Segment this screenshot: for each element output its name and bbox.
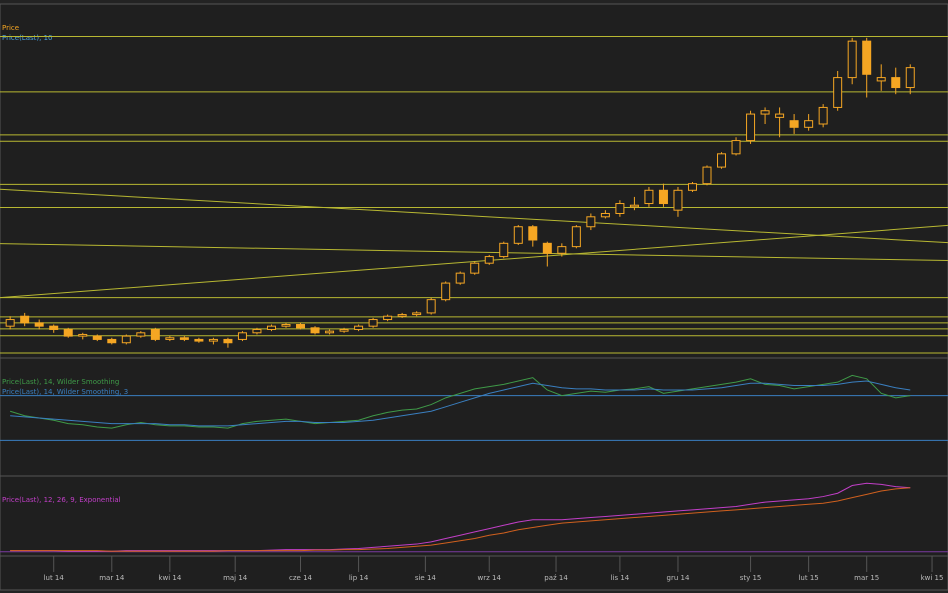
- candle-body: [484, 256, 494, 264]
- candle-body: [775, 113, 785, 118]
- candle-body: [194, 338, 204, 342]
- candle-body: [354, 325, 364, 330]
- candle-body: [63, 328, 73, 337]
- candle-body: [325, 330, 335, 334]
- candle-body: [499, 242, 509, 258]
- candle-body: [179, 337, 189, 340]
- candle-body: [702, 166, 712, 185]
- candle-body: [20, 315, 30, 324]
- candle-body: [571, 226, 581, 248]
- indicator-line: [10, 374, 911, 429]
- candle-body: [557, 246, 567, 254]
- trend-line: [0, 243, 948, 262]
- x-tick-label: mar 15: [854, 574, 879, 582]
- candle-body: [281, 324, 291, 327]
- legend-entry: Price(Last), 12, 26, 9, Exponential: [2, 496, 121, 504]
- candle-body: [513, 226, 523, 244]
- candle-body: [862, 40, 872, 75]
- candle-body: [368, 319, 378, 327]
- candle-body: [455, 272, 465, 284]
- candle-body: [49, 325, 59, 330]
- legend-entry: Price(Last), 14, Wilder Smoothing, 3: [2, 388, 128, 396]
- candle-body: [470, 262, 480, 274]
- candle-body: [615, 203, 625, 214]
- x-tick-label: sie 14: [415, 574, 437, 582]
- candle-body: [121, 335, 131, 344]
- x-tick-label: paź 14: [544, 574, 568, 582]
- candle-body: [905, 67, 915, 89]
- candle-body: [644, 189, 654, 205]
- candle-body: [237, 332, 247, 340]
- candle-body: [165, 337, 175, 340]
- x-tick-label: kwi 15: [921, 574, 944, 582]
- candle-body: [397, 314, 407, 317]
- candle-body: [426, 299, 436, 314]
- x-tick-label: sty 15: [740, 574, 762, 582]
- candle-body: [586, 216, 596, 228]
- indicator-line: [10, 487, 911, 552]
- x-tick-label: kwi 14: [158, 574, 181, 582]
- x-tick-label: mar 14: [99, 574, 125, 582]
- candle-body: [746, 113, 756, 142]
- x-tick-label: gru 14: [667, 574, 690, 582]
- candle-body: [208, 338, 218, 342]
- legend-entry: Price(Last), 10: [2, 34, 52, 42]
- candle-body: [339, 328, 349, 332]
- candle-body: [383, 315, 393, 321]
- candle-body: [717, 153, 727, 168]
- x-tick-label: lis 14: [611, 574, 630, 582]
- candle-body: [629, 204, 639, 208]
- candle-body: [78, 333, 88, 337]
- candle-body: [252, 328, 262, 334]
- candle-body: [266, 325, 276, 330]
- candle-body: [528, 226, 538, 241]
- candle-body: [296, 324, 306, 329]
- candle-body: [310, 327, 320, 334]
- x-tick-label: lip 14: [349, 574, 369, 582]
- x-tick-label: maj 14: [223, 574, 248, 582]
- candle-body: [5, 319, 15, 327]
- indicator-line: [10, 482, 911, 552]
- candle-body: [818, 106, 828, 125]
- candle-body: [876, 77, 886, 82]
- candle-body: [658, 189, 668, 205]
- candle-body: [34, 322, 44, 327]
- candle-body: [223, 338, 233, 344]
- candle-body: [891, 77, 901, 89]
- candle-body: [760, 110, 770, 115]
- candle-body: [804, 120, 814, 128]
- candle-body: [600, 212, 610, 218]
- x-tick-label: lut 14: [44, 574, 65, 582]
- candle-body: [107, 338, 117, 344]
- legend-entry: Price: [2, 24, 19, 32]
- candle-body: [412, 312, 422, 316]
- candle-body: [136, 332, 146, 337]
- indicator-line: [10, 380, 911, 427]
- trend-line: [0, 188, 948, 244]
- candle-body: [789, 120, 799, 128]
- legend-entry: Price(Last), 14, Wilder Smoothing: [2, 378, 119, 386]
- candle-body: [92, 335, 102, 340]
- candle-body: [441, 282, 451, 301]
- trend-line: [0, 224, 948, 299]
- x-tick-label: wrz 14: [478, 574, 502, 582]
- x-tick-label: lut 15: [798, 574, 818, 582]
- candle-body: [150, 328, 160, 340]
- candle-body: [542, 242, 552, 254]
- candle-body: [833, 77, 843, 108]
- x-tick-label: cze 14: [289, 574, 313, 582]
- candle-body: [687, 183, 697, 191]
- candle-body: [731, 140, 741, 155]
- candle-body: [673, 189, 683, 211]
- candle-body: [847, 40, 857, 79]
- frame: [0, 3, 948, 591]
